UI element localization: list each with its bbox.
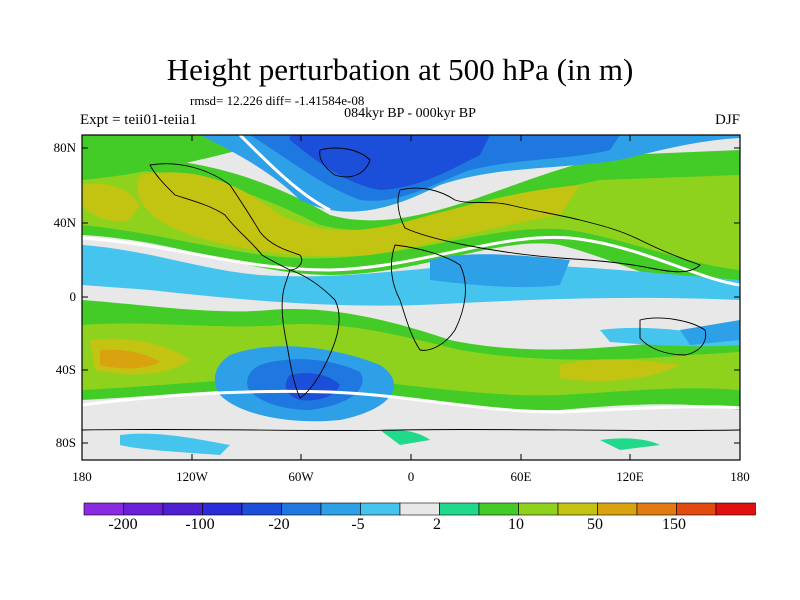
colorbar-swatch [399,502,440,516]
colorbar-label: -200 [108,516,138,533]
plot-title: Height perturbation at 500 hPa (in m) [166,52,634,87]
colorbar-swatch [123,502,164,516]
colorbar-swatch [320,502,361,516]
colorbar-label: 50 [587,516,603,533]
colorbar-swatch [83,502,124,516]
experiment-label: Expt = teii01-teiia1 [80,112,197,128]
y-tick-label: 40N [53,215,76,230]
colorbar-swatch [439,502,480,516]
x-tick-label: 0 [407,469,415,484]
colorbar-swatch [518,502,559,516]
colorbar-swatch [202,502,243,516]
x-tick-label: 60W [288,469,314,484]
colorbar-swatch [636,502,677,516]
axis-ticks [81,135,741,460]
colorbar-label: -20 [268,516,290,533]
colorbar-swatch [241,502,282,516]
colorbar [83,502,756,516]
colorbar-swatch [557,502,598,516]
coastlines [82,147,740,432]
x-tick-label: 60E [510,469,532,484]
season-label: DJF [714,112,740,128]
colorbar-swatch [478,502,519,516]
colorbar-swatch [281,502,322,516]
colorbar-swatch [715,502,756,516]
x-tick-label: 180 [72,469,92,484]
colorbar-label: -100 [185,516,215,533]
y-tick-label: 80S [55,435,76,450]
y-tick-label: 80N [53,140,76,155]
colorbar-swatch [360,502,401,516]
y-tick-label: 0 [69,289,77,304]
colorbar-swatch [676,502,717,516]
colorbar-label: 10 [508,516,524,533]
height-perturbation-field [82,135,740,460]
x-tick-label: 180 [730,469,750,484]
colorbar-label: 2 [433,516,441,533]
x-tick-label: 120E [616,469,644,484]
colorbar-swatch [597,502,638,516]
colorbar-swatch [162,502,203,516]
colorbar-label: 150 [662,516,686,533]
period-line: 084kyr BP - 000kyr BP [344,106,476,121]
stats-line: rmsd= 12.226 diff= -1.41584e-08 [190,93,365,108]
x-tick-label: 120W [176,469,208,484]
colorbar-label: -5 [351,516,365,533]
y-tick-label: 40S [55,362,76,377]
